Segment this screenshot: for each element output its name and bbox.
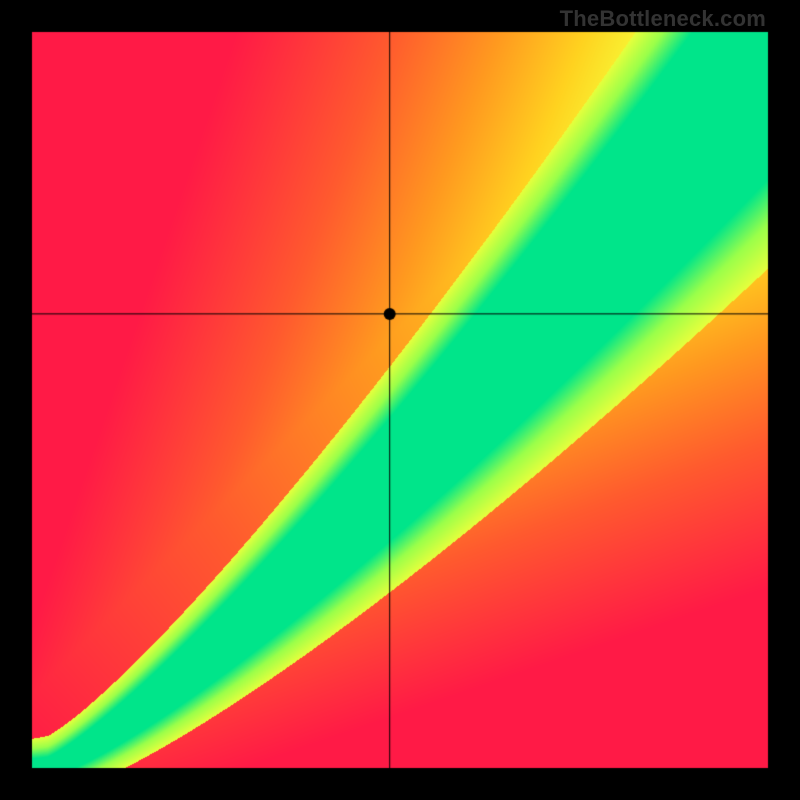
- chart-container: TheBottleneck.com: [0, 0, 800, 800]
- watermark-text: TheBottleneck.com: [560, 6, 766, 32]
- bottleneck-heatmap: [0, 0, 800, 800]
